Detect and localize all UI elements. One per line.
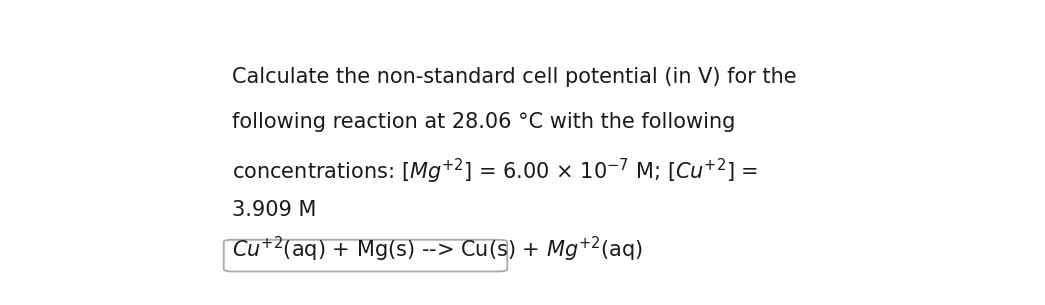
Text: Calculate the non-standard cell potential (in V) for the: Calculate the non-standard cell potentia…: [232, 67, 796, 87]
Text: 3.909 M: 3.909 M: [232, 200, 317, 220]
Text: concentrations: [$\it{Mg}^{+2}$] = 6.00 × 10$^{-7}$ M; [$\it{Cu}^{+2}$] =: concentrations: [$\it{Mg}^{+2}$] = 6.00 …: [232, 156, 758, 185]
Text: $\it{Cu}^{+2}$(aq) + Mg(s) --> Cu(s) + $\it{Mg}^{+2}$(aq): $\it{Cu}^{+2}$(aq) + Mg(s) --> Cu(s) + $…: [232, 235, 643, 264]
Text: following reaction at 28.06 °C with the following: following reaction at 28.06 °C with the …: [232, 112, 736, 132]
FancyBboxPatch shape: [224, 240, 507, 271]
